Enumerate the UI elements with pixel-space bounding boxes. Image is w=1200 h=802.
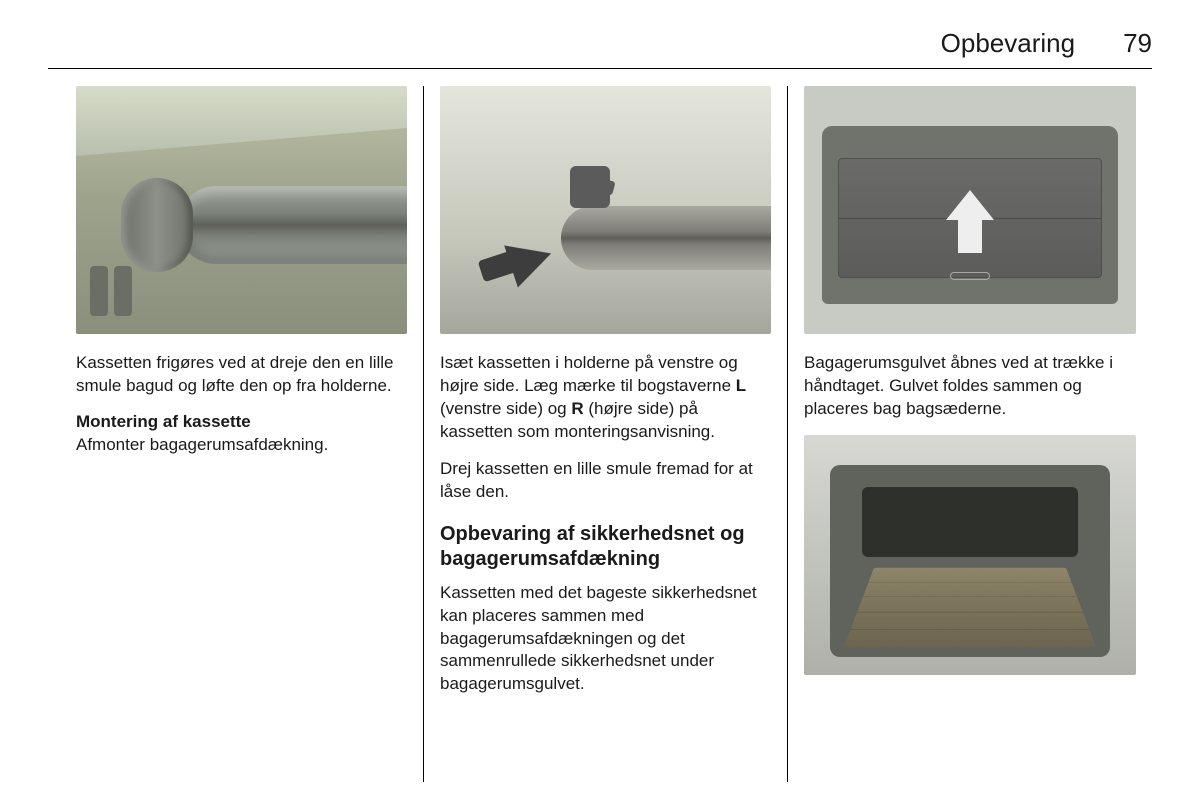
text-run: (venstre side) og (440, 399, 571, 418)
section-title: Opbevaring (941, 28, 1075, 59)
content-columns: Kassetten frigøres ved at dreje den en l… (60, 86, 1152, 782)
page-header: Opbevaring 79 (941, 28, 1152, 59)
figure-trunk-floor-open (804, 86, 1136, 334)
col2-paragraph-1: Isæt kassetten i holderne på venstre og … (440, 352, 771, 444)
letter-L: L (736, 376, 746, 395)
page-number: 79 (1123, 28, 1152, 59)
header-rule (48, 68, 1152, 69)
col1-paragraph-2: Afmonter bagagerumsafdækning. (76, 434, 407, 457)
col2-paragraph-3: Kassetten med det bageste sikker­hedsnet… (440, 582, 771, 697)
letter-R: R (571, 399, 583, 418)
column-2: Isæt kassetten i holderne på venstre og … (424, 86, 788, 782)
column-3: Bagagerumsgulvet åbnes ved at trække i h… (788, 86, 1152, 782)
col2-subheading: Opbevaring af sikkerhedsnet og bagagerum… (440, 522, 771, 572)
col2-paragraph-2: Drej kassetten en lille smule fremad for… (440, 458, 771, 504)
figure-cassette-release (76, 86, 407, 334)
figure-cassette-insert (440, 86, 771, 334)
col1-subheading: Montering af kassette (76, 412, 407, 432)
text-run: Isæt kassetten i holderne på venstre og … (440, 353, 738, 395)
figure-trunk-floor-folded (804, 435, 1136, 675)
column-1: Kassetten frigøres ved at dreje den en l… (60, 86, 424, 782)
arrow-up-icon (946, 190, 994, 253)
col1-paragraph-1: Kassetten frigøres ved at dreje den en l… (76, 352, 407, 398)
col3-paragraph-1: Bagagerumsgulvet åbnes ved at trække i h… (804, 352, 1136, 421)
